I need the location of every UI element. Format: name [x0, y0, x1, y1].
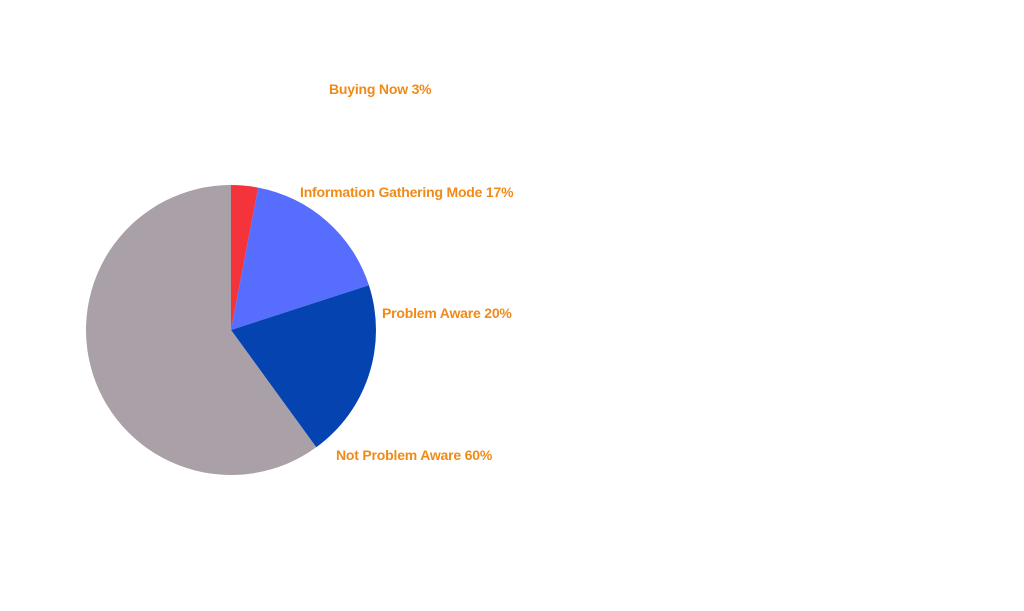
pie-slice-not-problem-aware [86, 185, 317, 475]
pie-label-problem-aware: Problem Aware 20% [382, 305, 512, 321]
pie-slice-buying-now [231, 185, 259, 330]
pie-label-buying-now: Buying Now 3% [329, 81, 432, 97]
pie-labels: Buying Now 3% Information Gathering Mode … [300, 81, 514, 463]
pie-slice-problem-aware [231, 285, 376, 448]
pie-label-information-gathering-mode: Information Gathering Mode 17% [300, 184, 514, 200]
pie-label-not-problem-aware: Not Problem Aware 60% [336, 447, 493, 463]
pie-slice-information-gathering-mode [231, 187, 369, 330]
pie-slices [86, 185, 376, 475]
